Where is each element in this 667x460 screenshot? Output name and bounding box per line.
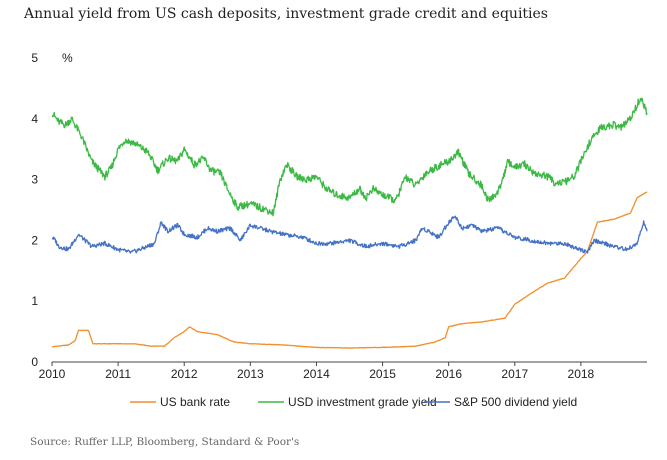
y-tick-label: 2 — [31, 233, 38, 247]
x-tick-label: 2018 — [568, 367, 595, 381]
x-tick-label: 2015 — [369, 367, 396, 381]
x-tick-label: 2010 — [39, 367, 66, 381]
x-tick-label: 2016 — [435, 367, 462, 381]
y-tick-label: 0 — [31, 355, 38, 369]
chart-legend: US bank rate USD investment grade yield S&… — [130, 395, 577, 409]
x-tick-label: 2011 — [105, 367, 131, 381]
chart-title: Annual yield from US cash deposits, inve… — [24, 6, 548, 22]
x-tick-label: 2017 — [501, 367, 528, 381]
chart-axes: 0 1 2 3 4 5 % 2010 2011 2012 2013 2014 2015 2016 2017 2… — [31, 51, 647, 381]
legend-label: USD investment grade yield — [288, 395, 437, 409]
y-tick-label: 1 — [31, 294, 38, 308]
y-unit-label: % — [62, 51, 73, 65]
source-note: Source: Ruffer LLP, Bloomberg, Standard … — [30, 436, 300, 448]
legend-label: US bank rate — [160, 395, 230, 409]
series-layer — [51, 97, 648, 349]
y-tick-label: 4 — [31, 112, 38, 126]
series-line-2 — [51, 215, 648, 254]
y-tick-label: 3 — [31, 173, 38, 187]
series-line-1 — [51, 97, 648, 217]
series-line-0 — [51, 191, 648, 349]
x-tick-label: 2012 — [171, 367, 198, 381]
legend-label: S&P 500 dividend yield — [454, 395, 577, 409]
x-tick-label: 2014 — [303, 367, 330, 381]
y-tick-label: 5 — [31, 51, 38, 65]
x-tick-label: 2013 — [237, 367, 264, 381]
